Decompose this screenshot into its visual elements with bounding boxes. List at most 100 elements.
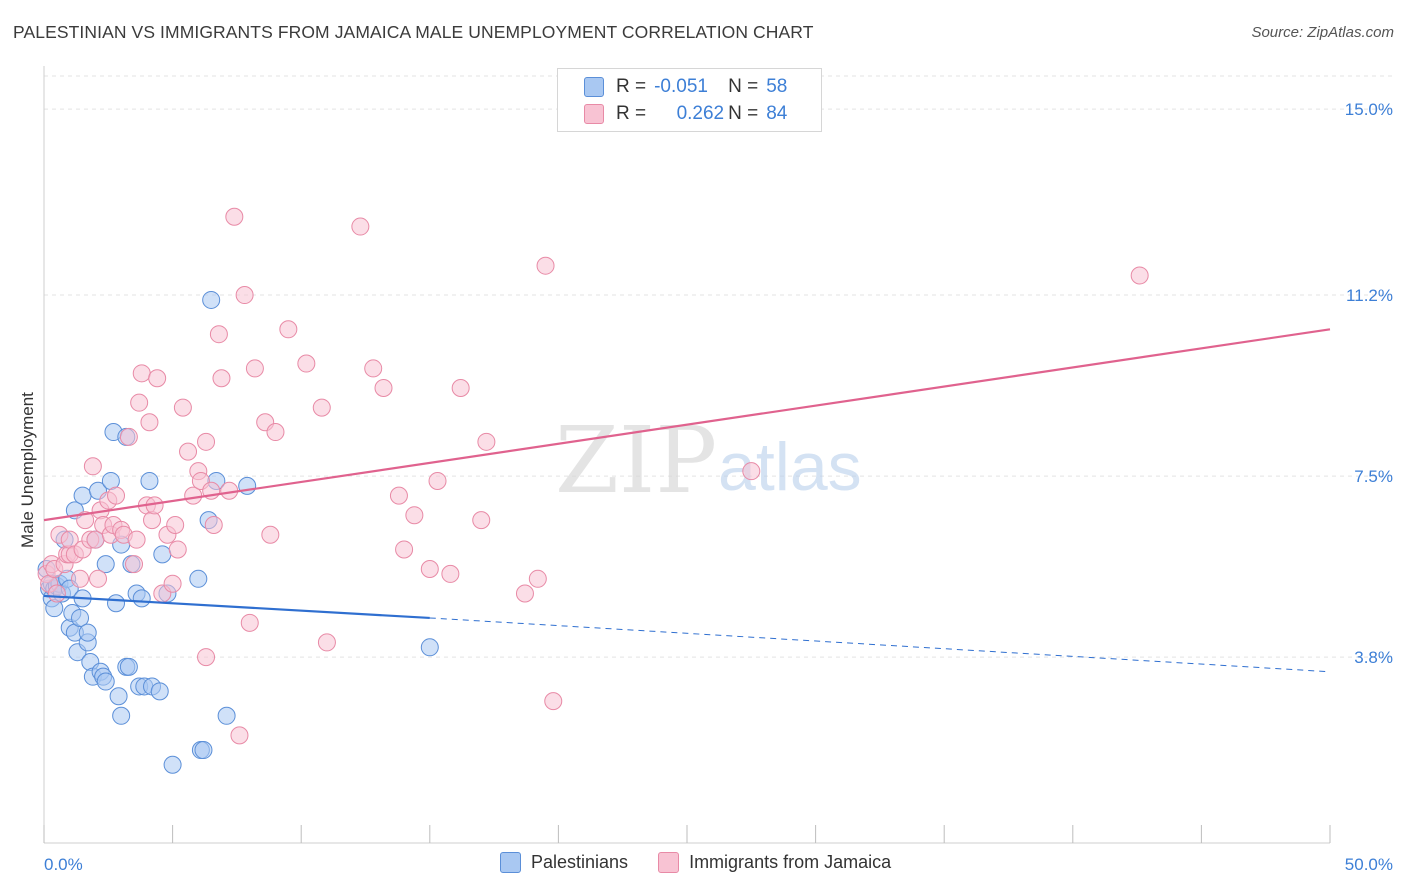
legend-n-value: 58 [766,76,788,97]
series-legend: Palestinians Immigrants from Jamaica [500,852,921,873]
series-legend-palestinians: Palestinians [500,852,628,873]
point-jamaica [420,560,439,579]
point-jamaica [119,427,138,446]
legend-r-value: 0.262 [676,103,725,124]
correlation-legend: R = -0.051 N = 58 R = 0.262 N = 84 [557,68,822,132]
point-jamaica [405,506,424,525]
point-jamaica [240,613,259,632]
point-palestinians [96,672,115,691]
point-jamaica [428,471,447,490]
y-tick-label: 15.0% [1345,100,1393,119]
point-jamaica [173,398,192,417]
point-jamaica [477,432,496,451]
point-palestinians [153,545,172,564]
y-axis-label: Male Unemployment [18,392,37,548]
legend-n-label: N = [728,103,759,124]
point-palestinians [217,706,236,725]
point-jamaica [472,511,491,530]
point-jamaica [197,648,216,667]
trendline-palestinians-extrapolated [429,617,1331,673]
x-tick-label: 0.0% [44,855,83,874]
y-tick-label: 7.5% [1354,467,1393,486]
point-jamaica [83,457,102,476]
point-jamaica [225,207,244,226]
legend-n-label: N = [728,76,759,97]
legend-row-jamaica: R = 0.262 N = 84 [584,102,787,126]
point-jamaica [163,574,182,593]
point-jamaica [148,369,167,388]
legend-r-label: R = [616,76,647,97]
y-tick-label: 3.8% [1354,648,1393,667]
point-palestinians [109,687,128,706]
point-palestinians [119,657,138,676]
chart-title: PALESTINIAN VS IMMIGRANTS FROM JAMAICA M… [13,22,814,42]
series-swatch-palestinians [500,852,521,873]
point-jamaica [127,530,146,549]
legend-r-label: R = [616,103,647,124]
legend-row-palestinians: R = -0.051 N = 58 [584,75,787,99]
trendline-jamaica [43,328,1331,522]
point-jamaica [515,584,534,603]
point-jamaica [261,525,280,544]
point-palestinians [202,290,221,309]
point-jamaica [742,462,761,481]
point-jamaica [168,540,187,559]
legend-r-value: -0.051 [654,76,708,97]
point-jamaica [212,369,231,388]
point-palestinians [73,486,92,505]
point-jamaica [374,379,393,398]
point-palestinians [140,471,159,490]
point-palestinians [96,555,115,574]
point-jamaica [125,555,144,574]
point-jamaica [395,540,414,559]
point-jamaica [351,217,370,236]
point-jamaica [245,359,264,378]
point-palestinians [194,741,213,760]
point-jamaica [230,726,249,745]
point-jamaica [132,364,151,383]
legend-swatch-palestinians [584,77,604,97]
point-palestinians [420,638,439,657]
point-jamaica [389,486,408,505]
point-jamaica [317,633,336,652]
watermark-atlas: atlas [718,429,862,505]
point-jamaica [71,569,90,588]
point-jamaica [279,320,298,339]
trendline-palestinians [43,594,430,620]
point-jamaica [297,354,316,373]
point-jamaica [266,423,285,442]
point-jamaica [312,398,331,417]
series-swatch-jamaica [658,852,680,873]
point-palestinians [132,589,151,608]
point-jamaica [89,569,108,588]
point-jamaica [107,486,126,505]
point-jamaica [536,256,555,275]
point-palestinians [163,755,182,774]
point-jamaica [528,569,547,588]
point-jamaica [364,359,383,378]
point-jamaica [1130,266,1149,285]
point-jamaica [209,325,228,344]
point-palestinians [112,706,131,725]
point-palestinians [107,594,126,613]
y-tick-label: 11.2% [1346,286,1393,305]
series-legend-jamaica: Immigrants from Jamaica [658,852,891,873]
series-label-jamaica: Immigrants from Jamaica [689,852,892,872]
point-jamaica [130,393,149,412]
point-palestinians [71,608,90,627]
chart-source: Source: ZipAtlas.com [1251,24,1394,41]
point-jamaica [544,692,563,711]
point-jamaica [143,511,162,530]
point-jamaica [204,515,223,534]
point-jamaica [441,564,460,583]
point-jamaica [235,286,254,305]
point-palestinians [189,569,208,588]
point-palestinians [150,682,169,701]
point-palestinians [78,623,97,642]
point-jamaica [179,442,198,461]
x-tick-label: 50.0% [1345,855,1393,874]
point-jamaica [140,413,159,432]
point-jamaica [451,379,470,398]
legend-swatch-jamaica [584,104,604,124]
